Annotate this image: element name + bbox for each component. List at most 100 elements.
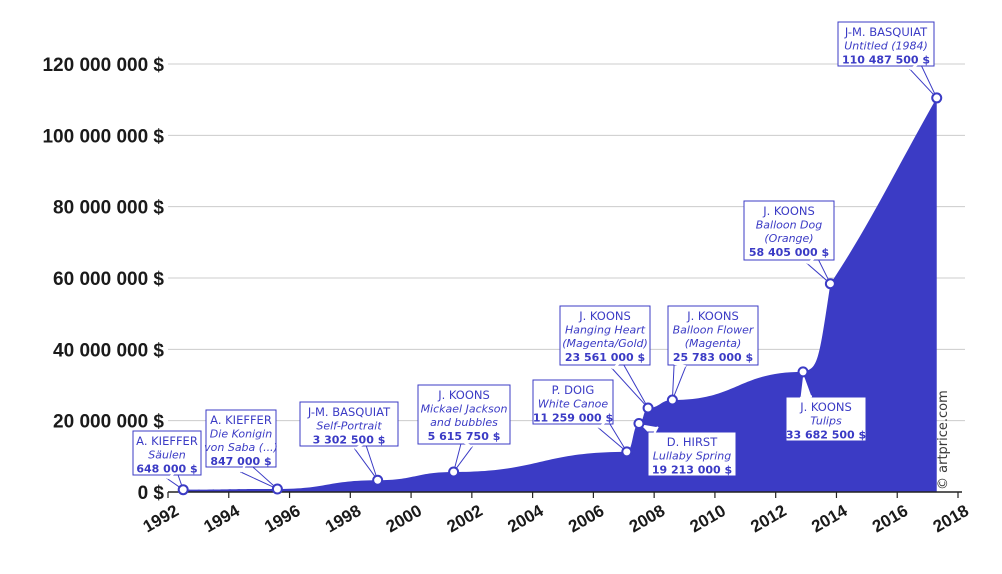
callout-artwork: Mickael Jackson [421,403,508,416]
data-point [633,417,645,429]
x-tick-label: 2010 [687,501,729,536]
callout-artwork: (Magenta) [685,337,742,350]
callout-pointer [671,363,687,401]
callout-box [417,384,511,445]
callout-artist: J. KOONS [762,204,815,218]
callout-box [205,409,277,468]
x-tick-label: 2018 [930,501,972,536]
y-tick-label: 80 000 000 $ [53,198,164,219]
data-point [271,483,283,495]
callout-artwork: and bubbles [430,416,498,429]
callout-price: 5 615 750 $ [428,430,501,443]
callout-price: 648 000 $ [136,463,197,476]
callout-pointer-base [799,395,813,399]
callout-artwork: Balloon Flower [673,324,755,337]
callout-artist: J. KOONS [437,388,490,402]
callout-box [837,21,935,67]
data-points [177,92,943,496]
callout-pointer-base [611,360,623,370]
y-tick-label: 0 $ [138,483,165,504]
area-layer [178,97,937,492]
callout-artwork: Untitled (1984) [844,40,928,53]
callout-price: 23 561 000 $ [565,351,645,364]
record-price-area [178,97,937,492]
x-tick-label: 2014 [808,501,851,537]
callout-box [647,431,737,477]
callout-artist: P. DOIG [552,383,595,397]
callout-pointer-base [909,61,921,71]
callout-artist: J. KOONS [686,309,739,323]
x-tick-label: 2004 [504,501,547,537]
credit-text: © artprice.com [936,390,951,490]
callout-pointer [353,442,379,481]
callout-pointer-base [673,362,687,368]
y-tick-label: 100 000 000 $ [42,126,164,147]
callout-artwork: Tulips [810,415,842,428]
callout-pointer-base [806,255,818,265]
callout-artwork: Hanging Heart [565,324,646,337]
y-tick-label: 20 000 000 $ [53,412,164,433]
callout-artwork: Balloon Dog [756,219,823,232]
callout-price: 19 213 000 $ [652,464,732,477]
callout-artist: A. KIEFFER [136,434,198,448]
callout-pointer-base [166,470,178,480]
callout-artist: J-M. BASQUIAT [307,405,391,419]
callout-artist: J. KOONS [578,309,631,323]
callout-box [532,379,614,425]
callout-artwork: Self-Portrait [316,420,382,433]
callout-price: 847 000 $ [210,455,271,468]
callout-artwork: Lullaby Spring [653,450,731,463]
callout-artwork: von Saba (...) [204,441,278,454]
data-point [931,92,943,104]
data-point [824,278,836,290]
y-tick-label: 40 000 000 $ [53,340,164,361]
data-point [666,394,678,406]
callout-artist: D. HIRST [667,435,718,449]
callout-price: 58 405 000 $ [749,246,829,259]
callout-artwork: (Magenta/Gold) [562,337,648,350]
callout-price: 3 302 500 $ [313,434,386,447]
data-point [642,402,654,414]
callout-box [785,396,867,442]
callout-price: 33 682 500 $ [786,429,866,442]
callout-pointer [611,360,649,409]
callout-artist: A. KIEFFER [210,413,272,427]
x-tick-label: 2006 [565,501,607,536]
callout-artwork: Säulen [148,449,186,462]
x-tick-label: 2000 [383,501,425,536]
callout-price: 11 259 000 $ [533,412,613,425]
callout-artwork: Die Konigin [210,428,272,441]
x-tick-label: 2012 [747,501,789,536]
callout-box [559,305,651,366]
callout-box [132,430,202,476]
y-tick-label: 60 000 000 $ [53,269,164,290]
x-tick-label: 1992 [140,501,182,536]
callout-box [667,305,759,366]
callout-price: 110 487 500 $ [842,54,930,67]
data-point [797,366,809,378]
callout-artist: J. KOONS [799,400,852,414]
data-point [372,474,384,486]
callout-pointer-base [239,461,249,473]
data-point [621,446,633,458]
data-point [177,484,189,496]
x-tick-label: 2016 [869,501,911,536]
callout-pointer-base [651,426,659,438]
x-tick-label: 1994 [201,501,244,537]
callout-price: 25 783 000 $ [673,351,753,364]
x-tick-label: 1996 [261,501,303,536]
callout-pointer-base [354,442,366,450]
callout-artist: J-M. BASQUIAT [844,25,928,39]
